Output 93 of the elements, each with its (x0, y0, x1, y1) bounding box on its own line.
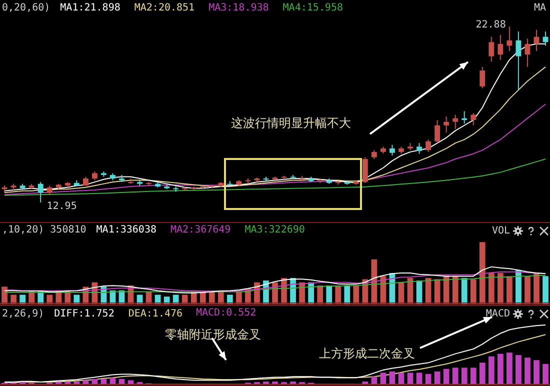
bar (488, 273, 494, 304)
bar (172, 294, 179, 304)
annotation: 22.88 (476, 20, 506, 31)
bar (497, 273, 504, 304)
text: MA1:336038 (96, 224, 157, 236)
bar (461, 368, 468, 384)
bar (488, 356, 494, 384)
bar (74, 294, 80, 304)
bar (534, 360, 540, 384)
bar (317, 285, 324, 304)
bar (425, 374, 432, 384)
bar (470, 279, 476, 304)
bar (479, 242, 486, 304)
bar (263, 381, 269, 384)
bar (74, 381, 80, 384)
candlestick (506, 26, 512, 52)
bar (443, 368, 450, 384)
annotation: 零轴附近形成金叉 (165, 328, 261, 342)
bar (389, 371, 396, 384)
bar (524, 358, 530, 384)
legend-title: ,10,20) 350810 (2, 224, 86, 236)
annotation: 12.95 (46, 201, 77, 212)
bar (46, 294, 53, 304)
bar (92, 378, 98, 384)
candlestick (534, 29, 540, 52)
bar (452, 368, 458, 384)
candlestick (426, 139, 431, 152)
bar (326, 285, 332, 304)
candlestick (416, 142, 422, 154)
candlestick (38, 182, 44, 203)
bar (470, 368, 476, 384)
chart-title: MA (534, 2, 546, 14)
annotation: 上方形成二次金叉 (319, 346, 415, 361)
bar (542, 276, 548, 304)
bar (290, 381, 296, 384)
candlestick (498, 34, 504, 60)
bar (497, 354, 504, 384)
candlestick (480, 66, 486, 89)
bar (20, 294, 26, 304)
bar (100, 378, 107, 384)
bar (182, 294, 188, 304)
bar (461, 278, 468, 304)
candlestick (488, 36, 494, 62)
chart-title: MACD (486, 308, 510, 320)
bar (506, 276, 512, 304)
bar (335, 285, 342, 304)
bar (534, 273, 540, 304)
bar (118, 378, 125, 384)
candlestick (434, 120, 440, 144)
text: DIFF:1.752 (54, 308, 114, 320)
candlestick (524, 38, 530, 68)
annotation: 这波行情明显升幅不大 (231, 116, 351, 130)
bar (434, 371, 440, 384)
bar (479, 362, 486, 384)
candlestick (516, 31, 522, 90)
bar (110, 378, 116, 384)
bar (524, 276, 530, 304)
text: DEA:1.476 (128, 308, 183, 320)
text: MA3:322690 (244, 224, 305, 236)
bar (362, 381, 368, 384)
bar (516, 270, 522, 304)
text: MA3:18.938 (208, 2, 269, 14)
text: MA1:21.898 (60, 2, 120, 14)
bar (82, 380, 89, 384)
bar (344, 285, 350, 304)
text: MA2:20.851 (134, 2, 195, 14)
bar (506, 352, 512, 384)
bar (371, 376, 378, 384)
candlestick (390, 144, 395, 156)
bar (542, 364, 548, 384)
bar (516, 355, 522, 384)
bar (380, 372, 386, 384)
bar (10, 294, 16, 304)
bar (407, 372, 414, 384)
bar (128, 380, 134, 384)
candlestick (444, 116, 450, 133)
text: MA2:367649 (170, 224, 231, 236)
text: MACD:0.552 (196, 308, 256, 319)
bar (272, 381, 278, 384)
candlestick (452, 114, 458, 130)
bar (353, 285, 360, 304)
bar (64, 381, 71, 384)
text: MA4:15.958 (282, 2, 343, 14)
bar (2, 286, 8, 304)
bar (452, 276, 458, 304)
bar (398, 372, 404, 384)
legend-title: 0,20,60) (2, 2, 50, 14)
legend-title: 2,26,9) (2, 308, 44, 320)
candlestick (470, 112, 476, 126)
bar (226, 294, 233, 304)
candlestick (362, 156, 368, 184)
bar (416, 372, 422, 384)
chart-title: VOL (492, 226, 510, 237)
